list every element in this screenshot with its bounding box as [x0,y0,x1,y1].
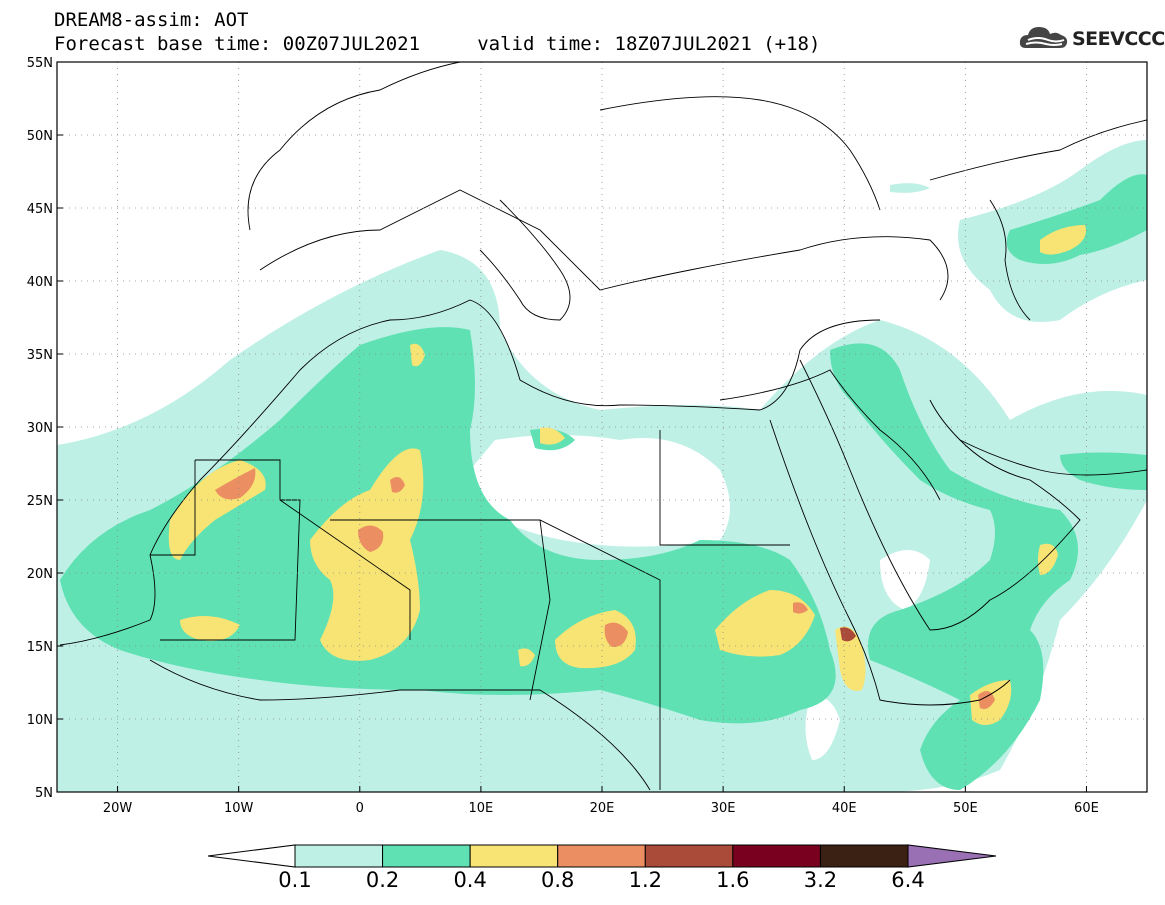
colorbar-label: 3.2 [803,868,838,892]
colorbar-segment [732,844,821,868]
lat-tick-label: 10N [27,713,53,728]
aot-band-high-mali [310,448,424,661]
aot-band-high-turkmen [1040,225,1086,255]
colorbar-segment [644,844,734,868]
aot-band-max-mali [358,525,384,552]
lat-tick-label: 15N [27,640,53,655]
aot-band-high-algeria-north [410,343,425,367]
lat-tick-label: 25N [27,494,53,509]
colorbar-segment [294,844,384,868]
aot-band-high-niger-small [518,648,535,667]
aot-band-high-red-sea [835,626,866,691]
lat-tick-label: 35N [27,348,53,363]
colorbar-label: 1.6 [716,868,750,892]
colorbar-label: 0.1 [278,868,312,892]
colorbar-label: 6.4 [891,868,925,892]
colorbar-arrow-low [207,844,296,868]
colorbar-label: 0.2 [365,868,400,892]
coastlines [59,62,1147,791]
aot-band-high-sudan [715,590,815,657]
colorbar-label: 0.4 [453,868,487,892]
seevccc-logo: SEEVCCC [1018,22,1165,58]
lat-tick-label: 40N [27,275,53,290]
aot-band-high-libya [540,427,565,445]
aot-band-max-mauritania [215,468,256,500]
colorbar-label: 0.8 [541,868,575,892]
lat-tick-label: 50N [27,129,53,144]
aot-contours [57,140,1147,792]
aot-band-high-senegal [180,616,240,641]
lat-tick-label: 30N [27,421,53,436]
colorbar-segment [382,844,471,868]
lon-tick-label: 10E [469,801,494,816]
aot-band-mid-gulf [1060,452,1147,490]
logo-text: SEEVCCC [1072,28,1165,50]
aot-band-max-sudan [793,602,808,614]
aot-band-max-eritrea [840,627,856,642]
lat-tick-label: 45N [27,202,53,217]
aot-band-high-oman [1038,543,1058,575]
lon-tick-label: 0 [356,801,364,816]
lat-labels: 55N 50N 45N 40N 35N 30N 25N 20N 15N 10N 5N [27,56,63,801]
map-title: DREAM8-assim: AOT [54,9,249,31]
aot-band-mid-east [830,343,1078,790]
cloud-icon [1019,27,1068,48]
lon-tick-label: 10W [224,801,254,816]
aot-band-max-algeria [390,476,405,493]
lon-tick-label: 20W [103,801,133,816]
lat-tick-label: 5N [35,786,53,801]
lon-tick-label: 40E [832,801,857,816]
colorbar [207,844,997,868]
lon-tick-label: 60E [1074,801,1099,816]
colorbar-arrow-high [907,844,997,868]
forecast-time-line: Forecast base time: 00Z07JUL2021 valid t… [54,33,821,55]
lon-tick-label: 20E [590,801,615,816]
colorbar-segment [557,844,646,868]
aot-band-light-cyprus [890,183,930,193]
aot-clear-libya [434,435,730,547]
lon-labels: 20W 10W 0 10E 20E 30E 40E 50E 60E [103,786,1099,816]
lat-tick-label: 20N [27,567,53,582]
lat-tick-label: 55N [27,56,53,71]
aot-band-max-somalia [978,691,995,709]
aot-clear-ethiopia [805,697,840,760]
lon-tick-label: 50E [953,801,978,816]
aot-band-mid-west [60,327,836,724]
colorbar-segment [819,844,909,868]
lon-tick-label: 30E [711,801,736,816]
aot-band-max-chad [604,622,628,648]
colorbar-label: 1.2 [628,868,662,892]
colorbar-segment [469,844,559,868]
